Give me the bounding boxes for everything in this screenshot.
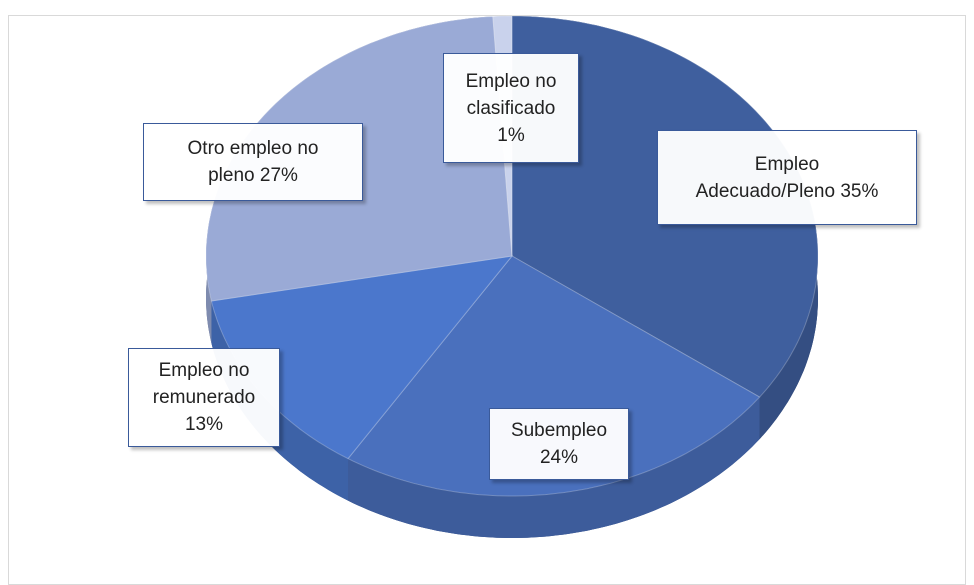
value-label: 35% xyxy=(840,180,879,202)
slice-side xyxy=(348,397,760,538)
label-text: Otro empleo no pleno 27% xyxy=(162,135,344,189)
data-label: Subempleo 24% xyxy=(489,408,629,480)
data-label: Otro empleo no pleno 27% xyxy=(143,123,363,201)
data-label: Empleo no remunerado 13% xyxy=(128,348,280,447)
value-label: 27% xyxy=(259,165,298,186)
slice xyxy=(347,255,761,497)
value-label: 13% xyxy=(184,414,224,435)
value-label: 1% xyxy=(497,124,525,146)
data-label: Empleo no clasificado 1% xyxy=(443,53,579,163)
label-text: Empleo Adecuado/Pleno 35% xyxy=(687,151,887,205)
label-text: Subempleo 24% xyxy=(503,417,615,471)
data-label: Empleo Adecuado/Pleno 35% xyxy=(657,130,917,225)
label-text: Empleo no clasificado 1% xyxy=(455,68,567,149)
category-name: Empleo no clasificado xyxy=(465,70,557,119)
slice-side xyxy=(211,301,348,501)
category-name: Empleo Adecuado/Pleno xyxy=(695,153,836,202)
value-label: 24% xyxy=(539,447,579,468)
category-name: Subempleo xyxy=(510,420,608,441)
category-name: Otro empleo no pleno xyxy=(187,138,319,186)
category-name: Empleo no remunerado xyxy=(152,360,256,408)
label-text: Empleo no remunerado 13% xyxy=(143,357,265,438)
